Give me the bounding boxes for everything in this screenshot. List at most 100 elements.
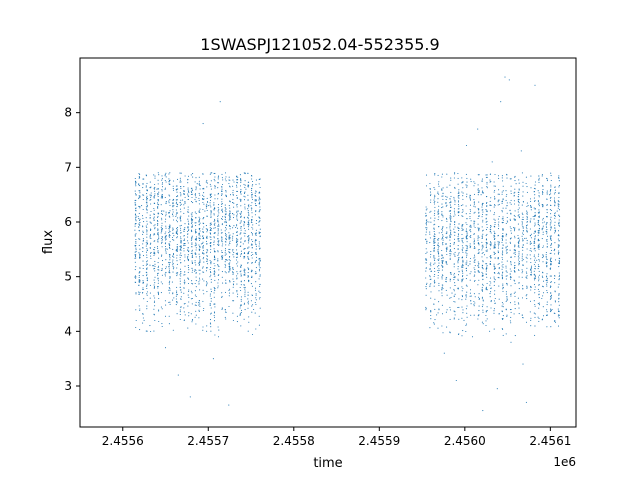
data-point [426,221,428,223]
data-point [430,265,432,267]
data-point [437,253,440,255]
data-point [430,251,432,253]
data-point [233,202,235,204]
data-point [510,293,512,295]
data-point [517,223,519,225]
data-point [446,326,448,328]
data-point [437,174,439,176]
data-point [179,274,181,276]
data-point [466,223,468,226]
data-point [228,404,230,406]
data-point [493,276,495,278]
data-point [538,175,540,177]
data-point [513,214,515,216]
data-point [461,233,463,236]
data-point [254,241,256,243]
data-point [469,208,471,211]
data-point [145,208,147,210]
data-point [213,202,215,204]
data-point [258,220,261,222]
data-point [209,302,211,305]
data-point [441,325,443,327]
data-point [134,225,136,227]
data-point [538,223,540,226]
data-point [252,253,254,256]
data-point [183,190,185,192]
data-point [158,297,160,300]
data-point [438,284,440,286]
data-point [199,289,201,291]
data-point [451,292,453,294]
data-point [450,217,452,219]
data-point [222,211,224,213]
data-point [558,204,560,206]
data-point [513,292,515,294]
data-point [474,182,476,184]
data-point [537,316,539,318]
data-point [251,305,253,307]
data-point [213,303,215,305]
data-point [525,225,528,227]
data-point [455,379,457,382]
data-point [449,216,451,218]
data-point [228,259,230,261]
data-point [183,279,186,281]
data-point [210,185,212,187]
data-point [213,312,216,314]
data-point [465,144,468,147]
data-point [258,232,261,234]
data-point [437,209,440,211]
data-point [183,307,185,309]
data-point [221,251,223,254]
data-point [221,224,223,226]
data-point [473,220,475,222]
data-point [489,231,491,233]
data-point [184,202,186,205]
data-point [169,287,171,290]
data-point [478,305,480,307]
data-point [164,245,167,248]
data-point [172,180,175,182]
data-point [149,292,151,294]
data-point [247,330,249,332]
data-point [490,291,492,293]
data-point [510,232,512,234]
data-point [493,281,495,283]
data-point [477,128,479,130]
data-point [143,319,145,321]
data-point [485,324,487,327]
data-point [240,238,242,240]
data-point [138,281,140,283]
data-point [434,174,436,176]
data-point [442,195,444,197]
data-point [537,244,539,246]
data-point [450,200,452,202]
data-point [550,239,552,242]
data-point [458,252,460,254]
data-point [518,202,520,204]
data-point [224,316,226,318]
data-point [172,227,174,229]
data-point [493,191,495,193]
data-point [518,276,520,278]
data-point [154,183,156,186]
data-point [244,196,246,198]
data-point [466,234,468,236]
data-point [190,313,192,315]
data-point [169,289,171,291]
data-point [542,276,544,278]
data-point [486,318,488,320]
data-point [542,306,544,308]
data-point [214,265,216,267]
data-point [259,206,261,208]
data-point [191,217,193,219]
data-point [514,303,516,305]
data-point [184,283,186,285]
data-point [534,208,536,210]
data-point [538,232,540,234]
data-point [225,318,227,320]
data-point [243,227,245,229]
data-point [154,193,156,195]
data-point [236,197,238,199]
data-point [187,179,189,181]
